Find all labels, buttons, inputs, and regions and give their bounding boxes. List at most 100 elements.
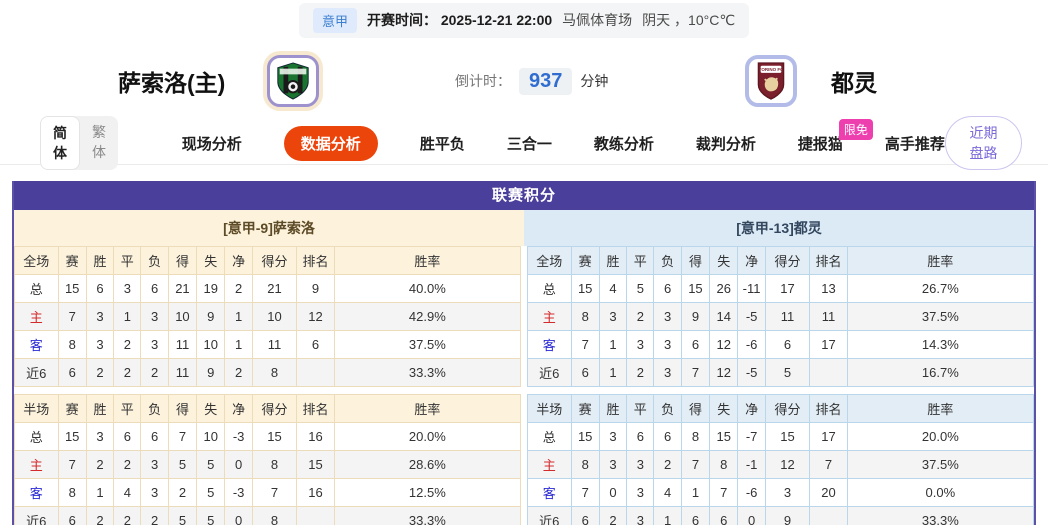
column-header: 胜率 <box>333 246 522 275</box>
column-header: 排名 <box>296 246 335 275</box>
league-points-panel: 联赛积分 [意甲-9]萨索洛 [意甲-13]都灵 全场赛胜平负得失净得分 排名 胜率… <box>12 181 1036 525</box>
stat-cell: 1 <box>680 478 711 507</box>
stat-cell: 3 <box>140 302 169 331</box>
stat-cell: 2 <box>224 358 253 387</box>
stat-cell: 15 <box>57 274 87 303</box>
venue: 马佩体育场 <box>562 12 633 28</box>
stat-cell: -6 <box>737 478 766 507</box>
tab-捷报猫[interactable]: 捷报猫 限免 <box>798 118 873 154</box>
stat-cell: 6 <box>570 358 600 387</box>
stat-cell: 3 <box>626 478 655 507</box>
stat-cell: 20 <box>809 478 848 507</box>
stat-cell: 37.5% <box>333 330 522 359</box>
table-row: 总 15 4 5 6 15 26 -11 17 13 26.7% <box>527 274 1035 303</box>
stat-cell: 2 <box>113 450 142 479</box>
stat-cell: 4 <box>113 478 142 507</box>
tab-数据分析[interactable]: 数据分析 <box>283 125 378 161</box>
stat-cell: 1 <box>598 330 628 359</box>
stat-cell: 12.5% <box>333 478 522 507</box>
panel-subheaders: [意甲-9]萨索洛 [意甲-13]都灵 <box>14 210 1034 246</box>
stat-cell: 5 <box>196 450 226 479</box>
stat-cell: 1 <box>653 506 682 525</box>
stat-cell: 16 <box>296 478 335 507</box>
home-stats: 全场赛胜平负得失净得分 排名 胜率总 15 6 3 6 21 19 2 21 9 40.0% 主 7 3 1 3 1… <box>14 246 524 525</box>
stat-cell: 10 <box>196 422 226 451</box>
stat-cell: 3 <box>653 330 682 359</box>
stat-cell: 15 <box>680 274 711 303</box>
stat-cell: 1 <box>598 358 628 387</box>
lang-simplified[interactable]: 简体 <box>40 116 80 170</box>
table-row: 主 7 2 2 3 5 5 0 8 15 28.6% <box>14 450 522 479</box>
panel-body: 全场赛胜平负得失净得分 排名 胜率总 15 6 3 6 21 19 2 21 9 40.0% 主 7 3 1 3 1… <box>14 246 1035 525</box>
stat-cell: 7 <box>570 478 600 507</box>
row-label: 总 <box>527 274 572 303</box>
stat-cell: 15 <box>296 450 335 479</box>
kickoff-time: 开赛时间： 2025-12-21 22:00 <box>367 10 552 30</box>
stat-cell: 2 <box>653 450 682 479</box>
stats-table: 半场赛胜平负得失净得分 排名 胜率总 15 3 6 6 7 10 -3 15 16 20.0% 主 7 2 2 3… <box>14 394 522 525</box>
language-toggle: 简体 繁体 <box>40 116 118 170</box>
kickoff-label: 开赛时间： <box>366 12 437 28</box>
stat-cell: 5 <box>167 450 198 479</box>
column-header: 得分 <box>764 394 811 423</box>
stats-table: 半场赛胜平负得失净得分 排名 胜率总 15 3 6 6 8 15 -7 15 17 20.0% 主 8 3 3 2… <box>527 394 1035 525</box>
tab-三合一[interactable]: 三合一 <box>506 135 552 153</box>
away-stats: 全场赛胜平负得失净得分 排名 胜率总 15 4 5 6 15 26 -11 17 13 26.7% 主 8 3… <box>524 246 1035 525</box>
stat-cell: 3 <box>598 302 628 331</box>
column-header: 净 <box>737 394 766 423</box>
column-header: 胜率 <box>333 394 522 423</box>
column-header: 得分 <box>251 394 298 423</box>
stat-cell: 26 <box>709 274 739 303</box>
column-header: 排名 <box>296 394 335 423</box>
weather: 阴天 ，10°C℃ <box>642 12 736 28</box>
stat-cell: 2 <box>626 302 655 331</box>
stat-cell: 0 <box>224 450 253 479</box>
stat-cell: 37.5% <box>846 302 1035 331</box>
stat-cell: 21 <box>167 274 198 303</box>
stat-cell: -6 <box>737 330 766 359</box>
stat-cell: -3 <box>224 422 253 451</box>
stat-cell: 6 <box>296 330 335 359</box>
column-header: 胜 <box>598 394 628 423</box>
stat-cell: 3 <box>85 302 115 331</box>
stat-cell: 0.0% <box>846 478 1035 507</box>
lang-traditional[interactable]: 繁体 <box>92 124 106 160</box>
column-header: 失 <box>709 246 739 275</box>
stat-cell: 12 <box>709 330 739 359</box>
stat-cell: 1 <box>113 302 142 331</box>
countdown-label: 倒计时： <box>455 73 511 89</box>
stat-cell: 6 <box>709 506 739 525</box>
stat-cell: 2 <box>598 506 628 525</box>
column-header: 失 <box>196 394 226 423</box>
stat-cell: 6 <box>140 274 169 303</box>
tab-胜平负[interactable]: 胜平负 <box>419 135 465 153</box>
tab-裁判分析[interactable]: 裁判分析 <box>695 135 756 153</box>
stat-cell: 8 <box>570 450 600 479</box>
stat-cell: 5 <box>764 358 811 387</box>
recent-odds-button[interactable]: 近期盘路 <box>944 116 1022 170</box>
stat-cell: 42.9% <box>333 302 522 331</box>
stat-cell: 3 <box>653 358 682 387</box>
league-badge[interactable]: 意甲 <box>312 7 357 33</box>
tab-教练分析[interactable]: 教练分析 <box>593 135 654 153</box>
stat-cell: 8 <box>709 450 739 479</box>
column-header: 平 <box>113 394 142 423</box>
tab-高手推荐[interactable]: 高手推荐 <box>884 135 945 153</box>
limited-free-badge: 限免 <box>838 118 873 140</box>
tab-现场分析[interactable]: 现场分析 <box>181 135 242 153</box>
stats-table: 全场赛胜平负得失净得分 排名 胜率总 15 6 3 6 21 19 2 21 9 40.0% 主 7 3 1 3 1… <box>14 246 522 387</box>
stat-cell: 7 <box>680 358 711 387</box>
column-header: 得 <box>680 394 711 423</box>
stat-cell: 7 <box>57 302 87 331</box>
column-header: 得 <box>167 394 198 423</box>
stat-cell: 6 <box>626 422 655 451</box>
stat-cell: 12 <box>296 302 335 331</box>
stat-cell: 7 <box>167 422 198 451</box>
stat-cell: 15 <box>251 422 298 451</box>
stat-cell: 21 <box>251 274 298 303</box>
stat-cell: -3 <box>224 478 253 507</box>
stat-cell: 11 <box>167 358 198 387</box>
header-row: 半场赛胜平负得失净得分 排名 胜率 <box>14 394 522 423</box>
stat-cell: 2 <box>85 506 115 525</box>
column-header: 平 <box>113 246 142 275</box>
